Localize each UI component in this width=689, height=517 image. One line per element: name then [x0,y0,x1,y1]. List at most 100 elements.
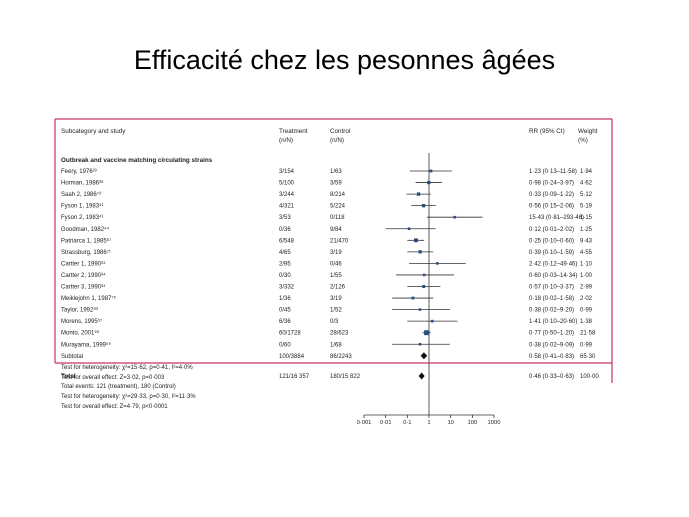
x-axis-tick-label: 0·01 [380,420,392,426]
study-treatment: 0/30 [279,273,291,279]
study-point-marker [414,238,418,243]
study-treatment: 3/53 [279,215,291,221]
study-rr: 0·38 (0·02–9·09) [529,342,574,348]
study-name: Fyson 1, 1983⁴¹ [61,203,104,210]
x-axis-tick-label: 1 [427,420,430,426]
study-rr: 1·23 (0·13–11·58) [529,169,577,175]
study-rr: 0·60 (0·03–14·34) [529,273,577,279]
study-point-marker [418,250,422,254]
x-axis-tick-label: 0·001 [357,420,372,426]
study-treatment: 0/60 [279,342,291,348]
study-treatment: 4/321 [279,204,295,210]
subgroup-test-note: Test for overall effect: Z=3·02, p=0·003 [61,375,165,381]
total-weight: 100·00 [580,374,599,380]
study-control: 1/52 [330,308,342,314]
study-name: Patriarca 1, 1985⁶⁷ [61,237,111,244]
total-treatment: 121/16 357 [279,374,310,380]
header-study: Subcategory and study [61,128,126,135]
study-rr: 0·12 (0·01–2·02) [529,227,574,233]
study-control: 8/214 [330,192,346,198]
study-rr: 1·41 (0·10–20·60) [529,319,577,325]
study-rr: 0·38 (0·02–9·20) [529,308,574,314]
study-control: 1/55 [330,273,342,279]
total-note: Test for overall effect: Z=4·79, p<0·000… [61,404,168,410]
study-treatment: 1/36 [279,296,291,302]
study-treatment: 6/548 [279,238,295,244]
study-control: 3/59 [330,181,342,187]
study-weight: 1·15 [580,215,593,221]
study-rr: 2·42 (0·12–49·46) [529,261,577,267]
study-treatment: 3/332 [279,285,295,291]
study-weight: 1·10 [580,261,593,267]
header-rr: RR (95% CI) [529,128,565,135]
subtotal-diamond [420,352,428,360]
study-point-marker [422,273,426,277]
forest-plot-figure: Subcategory and study Treatment (n/N) Contr… [47,113,615,435]
study-treatment: 6/36 [279,319,291,325]
study-name: Cartter 3, 1990³⁴ [61,284,106,291]
study-control: 0/118 [330,215,345,221]
study-control: 3/19 [330,250,342,256]
study-point-marker [430,319,434,323]
study-rr: 0·77 (0·50–1·20) [529,331,574,337]
study-name: Cartter 1, 1990³⁴ [61,260,106,267]
study-point-marker [421,203,426,208]
study-weight: 1·38 [580,319,593,325]
study-weight: 2·02 [580,296,593,302]
study-name: Horman, 1986²⁸ [61,180,104,187]
study-name: Murayama, 1999⁵⁹ [61,341,112,348]
total-note: Total events: 121 (treatment), 180 (Cont… [61,384,176,390]
study-name: Goodman, 1982⁴⁴ [61,226,110,233]
study-treatment: 3/244 [279,192,295,198]
study-name: Monto, 2001⁵⁶ [61,330,100,337]
study-control: 5/224 [330,204,346,210]
study-name: Strassburg, 1986⁷¹ [61,249,111,256]
study-rr: 0·39 (0·10–1·59) [529,250,574,256]
study-treatment: 4/65 [279,250,291,256]
forest-plot: Subcategory and study Treatment (n/N) Contr… [54,118,613,435]
study-control: 1/68 [330,342,342,348]
study-treatment: 2/95 [279,261,291,267]
study-weight: 4·55 [580,250,593,256]
study-weight: 9·43 [580,238,593,244]
header-control-unit: (n/N) [330,137,344,144]
study-point-marker [422,284,426,289]
x-axis-tick-label: 1000 [488,420,501,426]
study-point-marker [418,342,422,346]
study-weight: 5·19 [580,204,593,210]
study-name: Fyson 2, 1983⁴¹ [61,214,104,221]
total-control: 180/15 822 [330,374,361,380]
study-control: 3/19 [330,296,342,302]
subtotal-weight: 65·30 [580,354,596,360]
study-rr: 0·98 (0·24–3·97) [529,181,574,187]
header-treatment: Treatment [279,128,308,135]
study-name: Feery, 1976²³ [61,169,97,175]
study-control: 2/126 [330,285,346,291]
study-treatment: 60/1728 [279,331,301,337]
study-rr: 0·18 (0·02–1·58) [529,296,574,302]
total-note: Test for heterogeneity: χ²=29·33, p=0·30… [61,394,196,400]
study-name: Saah 2, 1986⁷³ [61,191,101,198]
study-treatment: 5/100 [279,181,295,187]
study-point-marker [427,180,431,185]
study-weight: 21·58 [580,331,596,337]
subgroup-test-note: Test for heterogeneity: χ²=15·62, p=0·41… [61,365,193,371]
study-rr: 15·43 (0·81–293·46) [529,215,584,221]
study-name: Taylor, 1992⁸³ [61,307,98,314]
study-control: 0/3 [330,319,339,325]
header-control: Control [330,128,350,135]
study-control: 0/46 [330,261,342,267]
study-weight: 1·00 [580,273,593,279]
study-treatment: 0/36 [279,227,291,233]
study-point-marker [416,192,421,196]
header-weight: Weight [578,128,598,135]
total-label: Total [61,373,76,380]
slide-title: Efficacité chez les pesonnes âgées [133,45,556,75]
study-rr: 0·33 (0·09–1·22) [529,192,574,198]
study-weight: 1·94 [580,169,593,175]
study-rr: 0·56 (0·15–2·06) [529,204,574,210]
subgroup-title: Outbreak and vaccine matching circulatin… [61,157,213,164]
study-weight: 0·99 [580,308,593,314]
study-rr: 0·25 (0·10–0·60) [529,238,574,244]
study-control: 1/63 [330,169,342,175]
